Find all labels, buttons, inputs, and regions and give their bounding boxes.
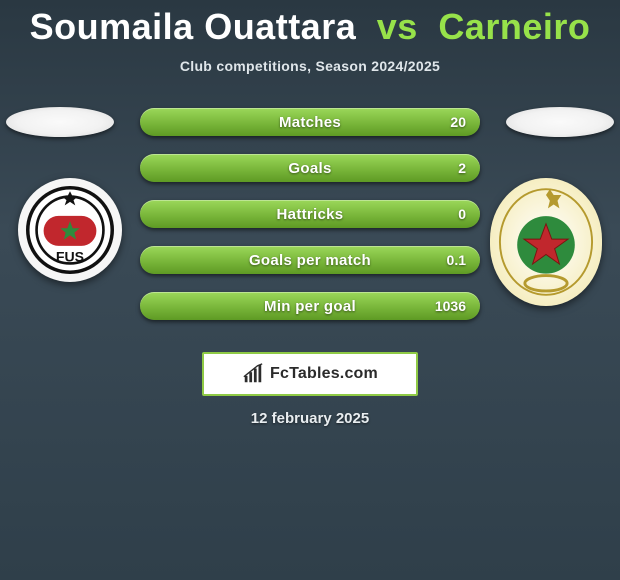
brand-box: FcTables.com bbox=[202, 352, 418, 396]
player2-name: Carneiro bbox=[438, 6, 590, 47]
right-side bbox=[500, 107, 620, 137]
subtitle: Club competitions, Season 2024/2025 bbox=[0, 58, 620, 74]
left-side bbox=[0, 107, 120, 137]
comparison-card: Soumaila Ouattara vs Carneiro Club compe… bbox=[0, 0, 620, 580]
stat-right-value: 0 bbox=[458, 200, 466, 228]
stat-label: Matches bbox=[140, 108, 480, 136]
stat-bar: Min per goal 1036 bbox=[140, 292, 480, 320]
date-text: 12 february 2025 bbox=[0, 410, 620, 427]
stat-row: Goals per match 0.1 bbox=[0, 246, 620, 274]
vs-label: vs bbox=[367, 6, 428, 47]
stat-bar: Hattricks 0 bbox=[140, 200, 480, 228]
stat-label: Min per goal bbox=[140, 292, 480, 320]
stat-bar: Goals per match 0.1 bbox=[140, 246, 480, 274]
stat-right-value: 2 bbox=[458, 154, 466, 182]
player2-face-placeholder bbox=[506, 107, 614, 137]
bar-chart-icon bbox=[242, 363, 264, 385]
stat-row: Goals 2 bbox=[0, 154, 620, 182]
stat-label: Hattricks bbox=[140, 200, 480, 228]
stat-right-value: 20 bbox=[450, 108, 466, 136]
stat-label: Goals bbox=[140, 154, 480, 182]
title: Soumaila Ouattara vs Carneiro bbox=[0, 0, 620, 48]
stat-row: Hattricks 0 bbox=[0, 200, 620, 228]
stat-label: Goals per match bbox=[140, 246, 480, 274]
stats-area: Matches 20 Goals 2 Hattricks 0 bbox=[0, 108, 620, 338]
player1-face-placeholder bbox=[6, 107, 114, 137]
stat-row: Min per goal 1036 bbox=[0, 292, 620, 320]
brand-text: FcTables.com bbox=[270, 365, 378, 383]
stat-right-value: 0.1 bbox=[447, 246, 466, 274]
stat-row: Matches 20 bbox=[0, 108, 620, 136]
stat-bar: Matches 20 bbox=[140, 108, 480, 136]
player1-name: Soumaila Ouattara bbox=[30, 6, 357, 47]
stat-bar: Goals 2 bbox=[140, 154, 480, 182]
stat-right-value: 1036 bbox=[435, 292, 466, 320]
